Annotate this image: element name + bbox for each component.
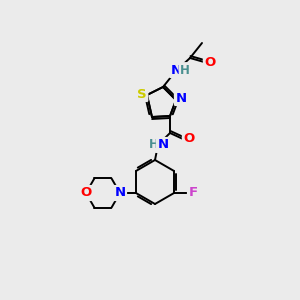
Text: H: H	[180, 64, 190, 76]
Text: F: F	[188, 187, 198, 200]
Text: O: O	[204, 56, 216, 68]
Text: N: N	[114, 187, 125, 200]
Text: N: N	[158, 139, 169, 152]
Text: N: N	[170, 64, 182, 76]
Text: S: S	[137, 88, 147, 100]
Text: H: H	[149, 139, 159, 152]
Text: O: O	[80, 187, 92, 200]
Text: O: O	[183, 133, 195, 146]
Text: N: N	[176, 92, 187, 104]
